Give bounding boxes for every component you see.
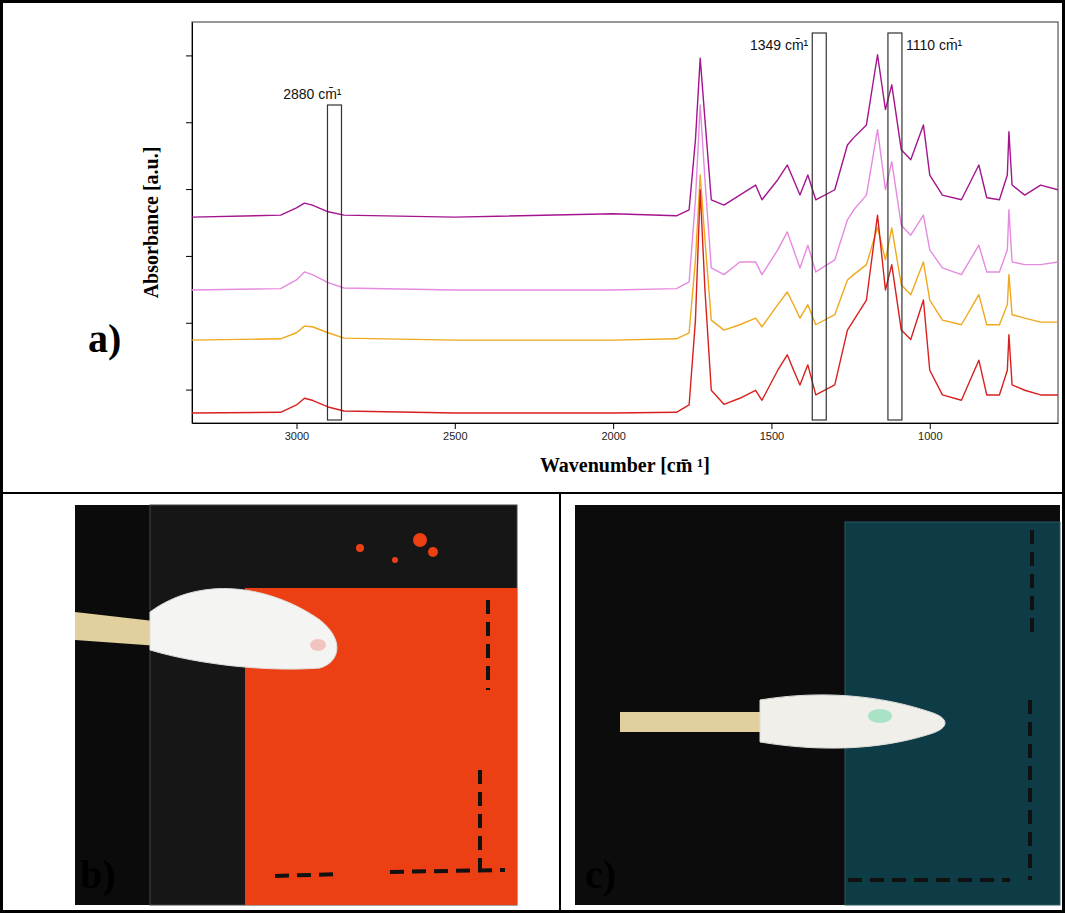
photo-background [75, 505, 517, 905]
y-tick [186, 390, 192, 391]
panel-label: a) [88, 316, 121, 361]
figure-frame [2, 2, 1064, 912]
y-tick [186, 55, 192, 56]
y-tick-mark [186, 323, 192, 324]
y-tick-mark [186, 256, 192, 257]
y-axis-line [192, 23, 193, 424]
x-axis: 3000 2500 2000 1500 1000 [193, 423, 1059, 442]
y-tick-mark [186, 189, 192, 190]
swab-stain [310, 639, 326, 651]
y-tick [186, 323, 192, 324]
x-tick-mark [613, 423, 614, 429]
annotation-box [327, 105, 341, 420]
y-tick [186, 122, 192, 123]
y-tick-mark [186, 390, 192, 391]
annotation-box [888, 33, 902, 420]
x-tick-mark [930, 423, 931, 429]
swab-cotton [150, 589, 337, 670]
photo-b [75, 505, 517, 905]
y-tick [186, 189, 192, 190]
x-tick-mark [771, 423, 772, 429]
paint-sample [845, 522, 1060, 905]
y-tick [186, 256, 192, 257]
divider [0, 492, 1065, 494]
x-axis-title: Wavenumber [cm̄ ¹] [540, 454, 710, 476]
spectrum-line [192, 190, 1058, 413]
swab-stain [868, 709, 892, 723]
y-axis [186, 23, 193, 424]
paint-drop [356, 544, 364, 552]
photo-c [575, 505, 1060, 905]
y-tick-mark [186, 122, 192, 123]
panel-label: c) [585, 852, 616, 897]
x-tick: 1500 [760, 423, 784, 442]
annotation-label: 2880 cm̄¹ [283, 86, 342, 102]
spectrum-line [192, 175, 1058, 340]
spectrum-line [192, 105, 1058, 290]
x-tick: 2000 [601, 423, 625, 442]
paint-drop [428, 547, 438, 557]
plot-frame [192, 22, 1058, 423]
y-axis-title: Absorbance [a.u.] [140, 147, 162, 299]
x-tick-mark [455, 423, 456, 429]
swab-cotton [760, 695, 945, 748]
annotation-box [812, 33, 826, 420]
y-tick-mark [186, 55, 192, 56]
photo-background [575, 505, 1060, 905]
x-tick: 3000 [285, 423, 309, 442]
figure: 3000 2500 2000 1500 1000 2880 cm̄¹ 1349 cm̄¹ 11… [0, 0, 1065, 913]
x-tick-label: 2500 [443, 430, 467, 442]
x-tick-label: 1500 [760, 430, 784, 442]
annotation-label: 1349 cm̄¹ [750, 37, 809, 53]
plot-lines [192, 55, 1058, 413]
annotations: 2880 cm̄¹ 1349 cm̄¹ 1110 cm̄¹ [283, 33, 962, 420]
x-tick: 2500 [443, 423, 467, 442]
annotation-label: 1110 cm̄¹ [906, 37, 963, 53]
paint-drop [392, 557, 398, 563]
x-tick: 1000 [918, 423, 942, 442]
spectrum-line [192, 55, 1058, 217]
x-tick-label: 2000 [601, 430, 625, 442]
x-tick-label: 1000 [918, 430, 942, 442]
paint-drop [413, 533, 427, 547]
x-tick-mark [296, 423, 297, 429]
divider [559, 493, 561, 913]
panel-label: b) [80, 852, 116, 897]
x-tick-label: 3000 [285, 430, 309, 442]
x-axis-line [193, 423, 1059, 424]
plastic-sheet [150, 505, 517, 905]
